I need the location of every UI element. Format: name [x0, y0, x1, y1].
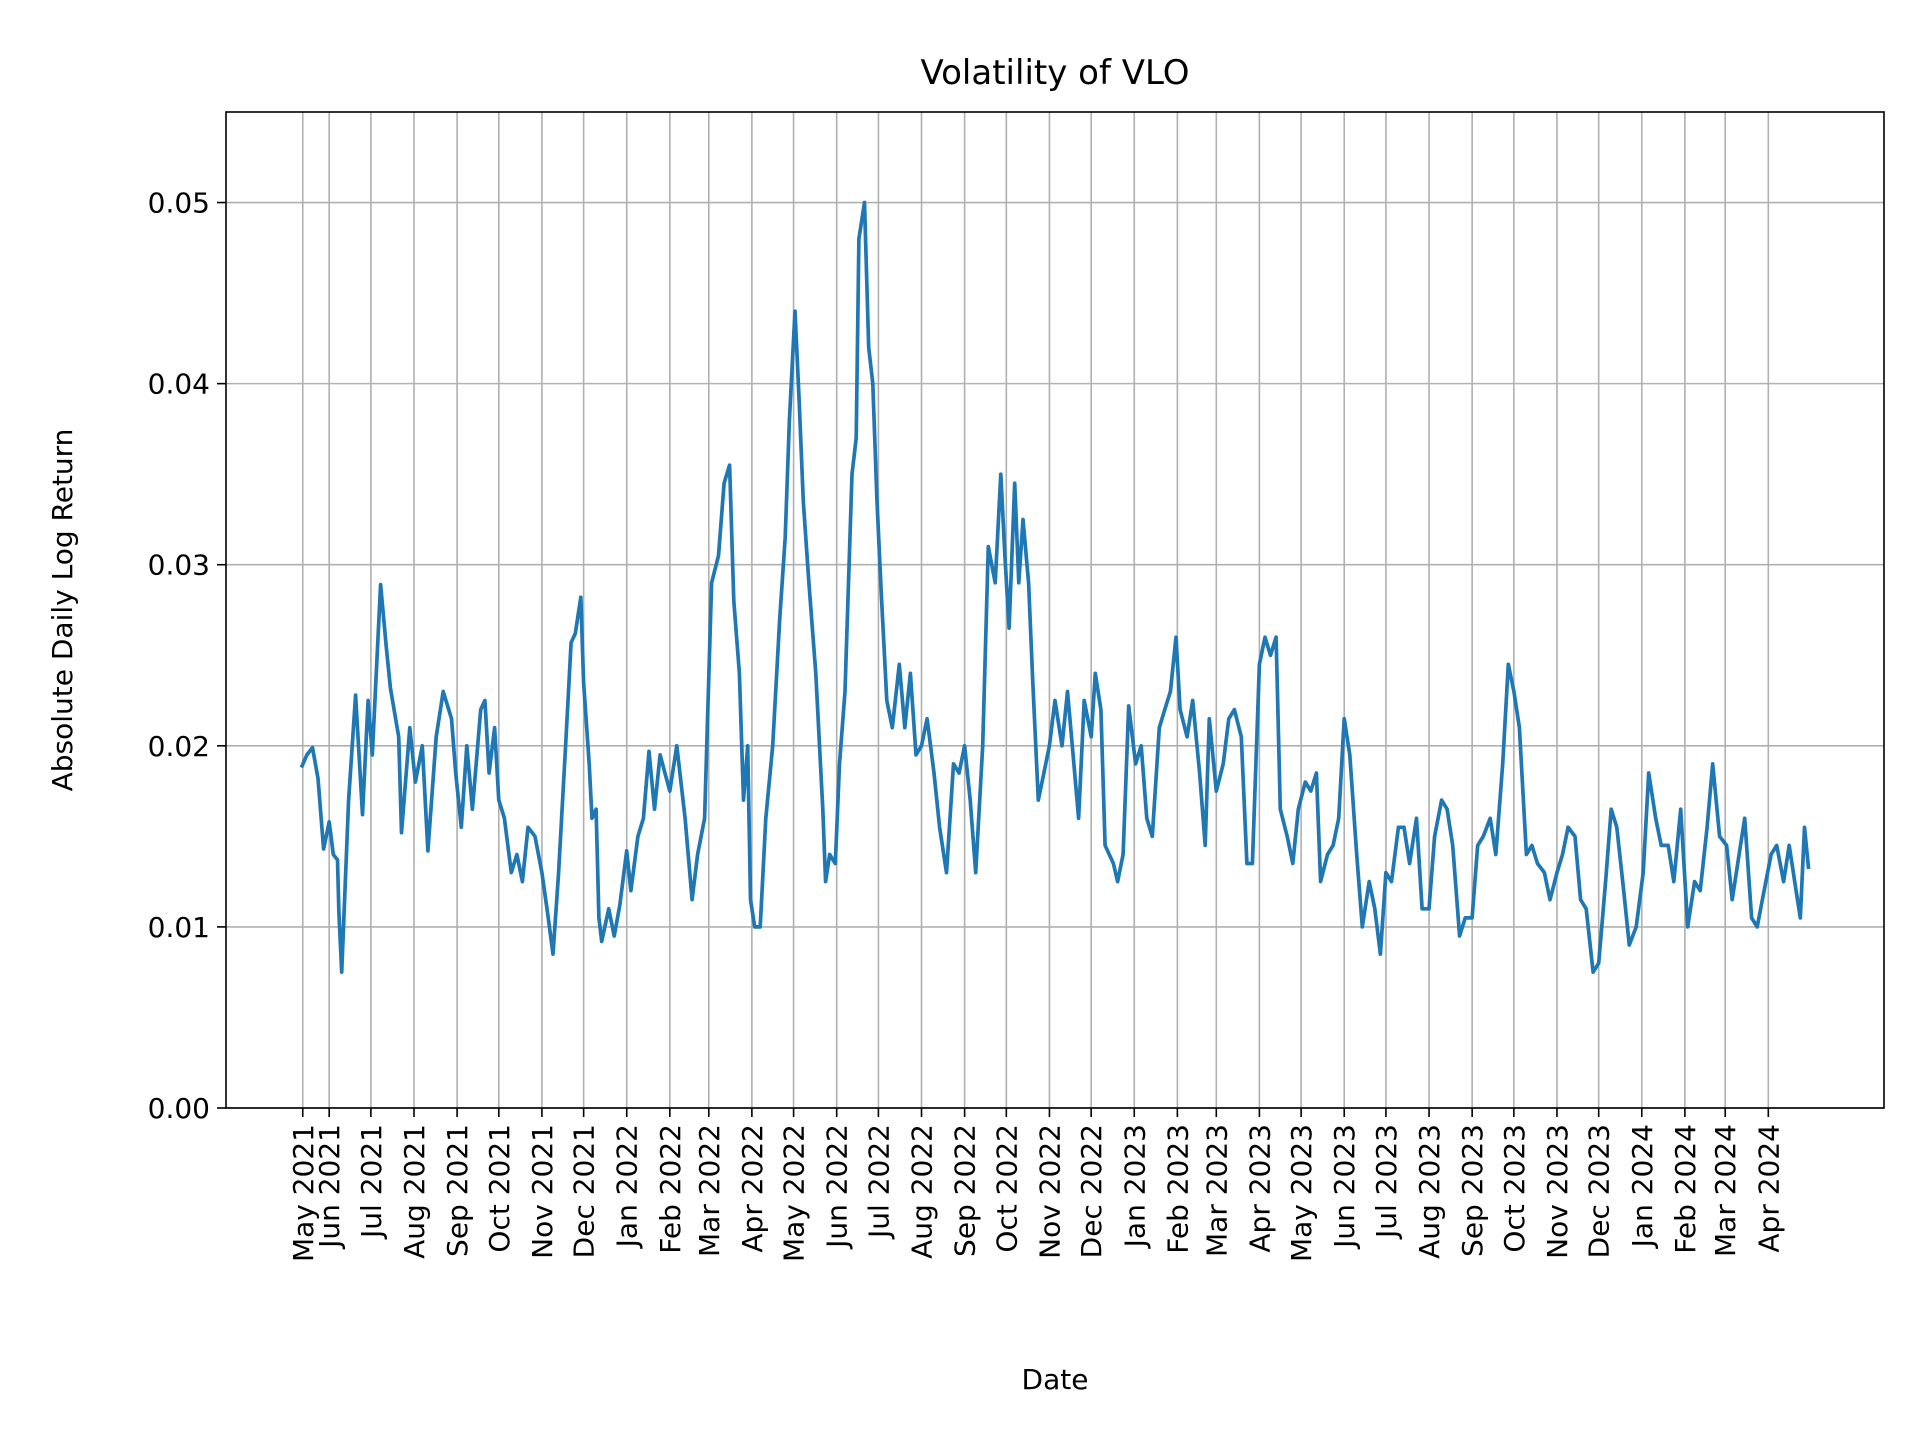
x-tick-label: Apr 2022 — [736, 1124, 769, 1253]
x-tick-label: Nov 2021 — [526, 1124, 559, 1259]
y-tick-label: 0.00 — [148, 1092, 210, 1125]
x-tick-label: Aug 2023 — [1413, 1124, 1446, 1259]
x-tick-label: Mar 2022 — [693, 1124, 726, 1257]
y-tick-label: 0.04 — [148, 368, 210, 401]
x-tick-label: May 2022 — [778, 1124, 811, 1262]
x-tick-label: Jun 2023 — [1328, 1124, 1361, 1250]
x-tick-label: Jun 2021 — [313, 1124, 346, 1250]
x-tick-label: Sep 2023 — [1456, 1124, 1489, 1257]
x-tick-label: Feb 2024 — [1669, 1124, 1702, 1254]
x-tick-label: Jul 2023 — [1370, 1124, 1403, 1240]
x-tick-label: Dec 2023 — [1583, 1124, 1616, 1258]
axes-frame — [225, 111, 1885, 1109]
x-tick-label: Feb 2022 — [654, 1124, 687, 1254]
x-tick-label: Aug 2022 — [906, 1124, 939, 1259]
x-tick-label: Aug 2021 — [398, 1124, 431, 1259]
x-tick-label: Oct 2021 — [483, 1124, 516, 1253]
x-tick-label: Sep 2021 — [441, 1124, 474, 1257]
x-tick-label: Jan 2022 — [611, 1124, 644, 1249]
x-tick-label: Apr 2023 — [1243, 1124, 1276, 1253]
x-tick-label: Jul 2022 — [862, 1124, 895, 1240]
y-axis-label: Absolute Daily Log Return — [46, 429, 79, 792]
x-tick-label: Oct 2022 — [990, 1124, 1023, 1253]
x-tick-label: Jan 2023 — [1118, 1124, 1151, 1249]
y-tick-label: 0.05 — [148, 187, 210, 220]
y-axis-ticks: 0.00 0.01 0.02 0.03 0.04 0.05 — [148, 187, 226, 1125]
y-tick-label: 0.01 — [148, 911, 210, 944]
x-tick-label: Dec 2021 — [568, 1124, 601, 1258]
x-tick-label: Jun 2022 — [821, 1124, 854, 1250]
x-tick-label: May 2021 — [287, 1124, 320, 1262]
x-tick-label: Mar 2024 — [1709, 1124, 1742, 1257]
x-axis-label: Date — [1022, 1363, 1089, 1396]
series-line-volatility — [299, 200, 1811, 975]
x-tick-label: Mar 2023 — [1200, 1124, 1233, 1257]
x-tick-label: Oct 2023 — [1498, 1124, 1531, 1253]
x-tick-label: May 2023 — [1285, 1124, 1318, 1262]
x-tick-label: Apr 2024 — [1752, 1124, 1785, 1253]
x-tick-label: Feb 2023 — [1161, 1124, 1194, 1254]
x-tick-label: Nov 2023 — [1541, 1124, 1574, 1259]
grid — [226, 112, 1884, 1109]
x-tick-label: Sep 2022 — [949, 1124, 982, 1257]
y-tick-label: 0.03 — [148, 549, 210, 582]
y-tick-label: 0.02 — [148, 730, 210, 763]
line-layer — [299, 200, 1811, 975]
x-tick-label: Nov 2022 — [1033, 1124, 1066, 1259]
x-tick-label: Dec 2022 — [1075, 1124, 1108, 1258]
chart-title: Volatility of VLO — [921, 53, 1190, 93]
x-tick-label: Jan 2024 — [1626, 1124, 1659, 1249]
x-tick-label: Jul 2021 — [355, 1124, 388, 1240]
